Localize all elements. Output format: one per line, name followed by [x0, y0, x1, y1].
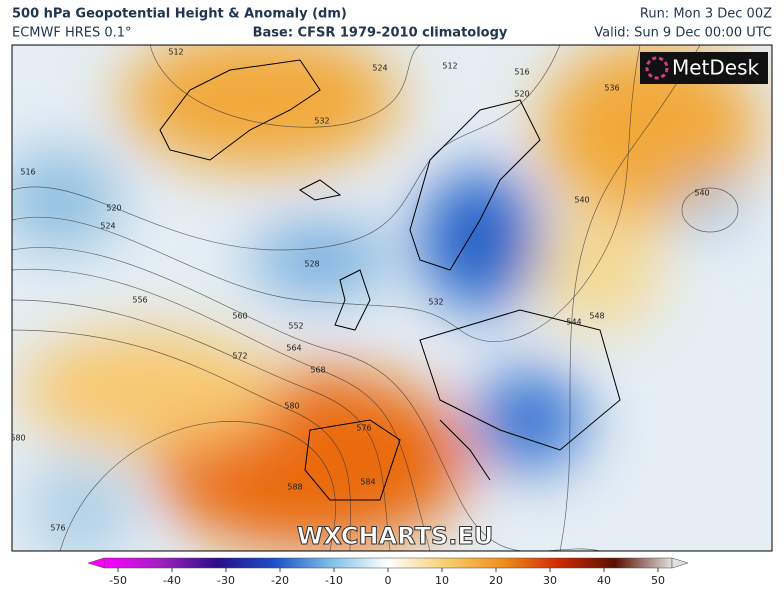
model: ECMWF HRES 0.1°: [12, 26, 132, 41]
map-frame: [11, 44, 773, 552]
contour-label: 512: [168, 48, 183, 57]
contour-label: 516: [20, 168, 35, 177]
colorbar-tick-label: 50: [651, 574, 665, 587]
contour-label: 528: [304, 260, 319, 269]
colorbar-tick-label: -20: [271, 574, 289, 587]
contour-label: 552: [288, 322, 303, 331]
colorbar-tick-label: 20: [489, 574, 503, 587]
contour-label: 576: [50, 524, 65, 533]
map: 512 524 532 516 520 524 528 556 560 552 572 564 568 5…: [10, 45, 772, 551]
colorbar-tick-label: 0: [385, 574, 392, 587]
valid: Valid: Sun 9 Dec 00:00 UTC: [594, 26, 772, 41]
contour-label: 516: [514, 68, 529, 77]
contour-label: 572: [232, 352, 247, 361]
contour-label: 580: [284, 402, 299, 411]
watermark: WXCHARTS.EU: [297, 522, 493, 550]
colorbar-tick-label: 10: [435, 574, 449, 587]
contour-label: 520: [106, 204, 121, 213]
colorbar-tick-label: -40: [163, 574, 181, 587]
contour-label: 540: [574, 196, 589, 205]
colorbar-tick-label: 40: [597, 574, 611, 587]
contour-label: 556: [132, 296, 147, 305]
contour-label: 588: [287, 483, 302, 492]
contour-label: 540: [694, 189, 709, 198]
contour-label: 584: [360, 478, 375, 487]
logo: MetDesk: [672, 56, 760, 80]
contour-label: 580: [10, 434, 25, 443]
colorbar: [87, 557, 689, 569]
contour-label: 532: [428, 298, 443, 307]
colorbar-tick-label: -30: [217, 574, 235, 587]
contour-label: 544: [566, 318, 581, 327]
colorbar-tick-label: -10: [325, 574, 343, 587]
contour-label: 524: [372, 64, 387, 73]
contour-label: 532: [314, 117, 329, 126]
colorbar-tick-label: -50: [109, 574, 127, 587]
contour-label: 536: [604, 84, 619, 93]
base: Base: CFSR 1979-2010 climatology: [253, 26, 508, 41]
contour-label: 524: [100, 222, 115, 231]
contour-label: 576: [356, 424, 371, 433]
contour-label: 520: [514, 90, 529, 99]
contour-label: 568: [310, 366, 325, 375]
contour-label: 548: [589, 312, 604, 321]
run: Run: Mon 3 Dec 00Z: [640, 7, 772, 22]
colorbar-tick-label: 30: [543, 574, 557, 587]
contour-label: 512: [442, 62, 457, 71]
contour-label: 564: [286, 344, 301, 353]
title: 500 hPa Geopotential Height & Anomaly (d…: [12, 7, 347, 22]
contour-label: 560: [232, 312, 247, 321]
